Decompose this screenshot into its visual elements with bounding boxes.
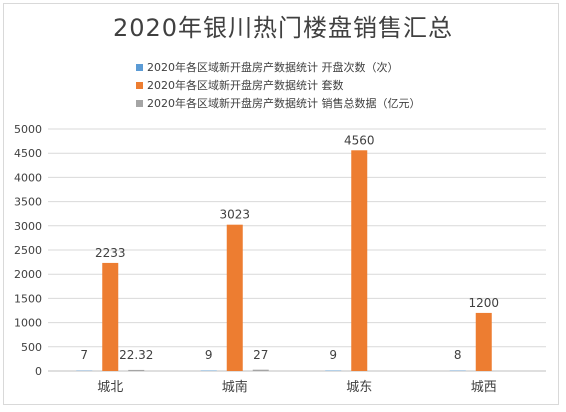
bar-1-2 (351, 150, 368, 371)
data-label: 22.32 (119, 348, 153, 362)
legend-label-open-count: 2020年各区域新开盘房产数据统计 开盘次数（次） (147, 61, 399, 74)
legend-swatch-open-count (136, 63, 143, 71)
y-tick-label: 4500 (14, 147, 42, 160)
bar-1-0 (102, 262, 119, 371)
data-label: 9 (205, 348, 213, 362)
data-label: 8 (454, 348, 462, 362)
bar-1-3 (475, 312, 492, 371)
x-category-label: 城北 (97, 380, 123, 395)
y-tick-label: 1000 (14, 317, 42, 330)
y-tick-label: 0 (35, 365, 42, 378)
data-label: 2233 (95, 246, 126, 260)
x-category-label: 城东 (346, 380, 372, 395)
legend-item-units: 2020年各区域新开盘房产数据统计 套数 (136, 76, 421, 94)
y-tick-label: 3000 (14, 220, 42, 233)
bar-1-1 (226, 224, 243, 371)
y-tick-label: 4000 (14, 171, 42, 184)
y-tick-label: 500 (21, 341, 42, 354)
data-label: 3023 (219, 208, 250, 222)
legend-label-units: 2020年各区域新开盘房产数据统计 套数 (147, 79, 344, 92)
data-label: 27 (253, 348, 268, 362)
legend-swatch-sales-total (136, 99, 143, 107)
y-tick-label: 2000 (14, 268, 42, 281)
chart-frame (3, 3, 559, 405)
y-tick-label: 5000 (14, 123, 42, 136)
y-tick-label: 2500 (14, 244, 42, 257)
y-tick-label: 3500 (14, 196, 42, 209)
bar-2-1 (252, 369, 269, 371)
legend-label-sales-total: 2020年各区域新开盘房产数据统计 销售总数据（亿元） (147, 97, 421, 110)
y-tick-label: 1500 (14, 292, 42, 305)
data-label: 7 (80, 348, 88, 362)
x-category-label: 城南 (222, 379, 248, 395)
legend-item-open-count: 2020年各区域新开盘房产数据统计 开盘次数（次） (136, 58, 421, 76)
bar-2-0 (128, 369, 145, 371)
data-label: 9 (329, 348, 337, 362)
data-label: 4560 (344, 133, 375, 147)
chart-legend: 2020年各区域新开盘房产数据统计 开盘次数（次） 2020年各区域新开盘房产数… (136, 58, 421, 112)
x-category-label: 城西 (471, 380, 497, 395)
legend-swatch-units (136, 81, 143, 89)
legend-item-sales-total: 2020年各区域新开盘房产数据统计 销售总数据（亿元） (136, 94, 421, 112)
chart-title: 2020年银川热门楼盘销售汇总 (112, 14, 454, 42)
data-label: 1200 (468, 296, 499, 310)
